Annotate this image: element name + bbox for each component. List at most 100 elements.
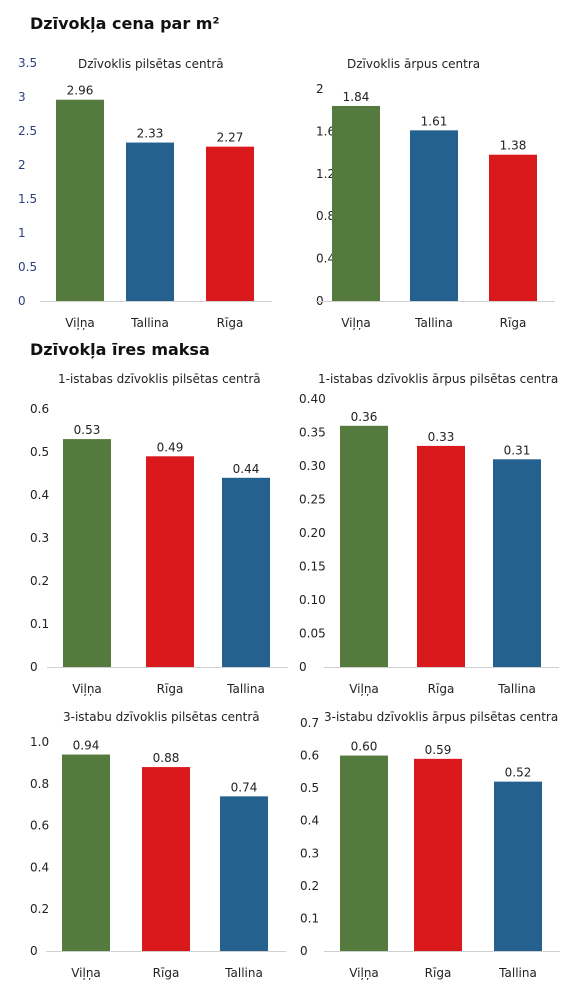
value-label: 0.74 (231, 780, 258, 794)
chart-title: 1-istabas dzīvoklis ārpus pilsētas centr… (318, 372, 559, 386)
y-tick-label: 0.1 (300, 911, 319, 925)
bar-tallina (126, 142, 174, 301)
y-tick-label: 0.30 (299, 459, 326, 473)
y-tick-label: 2 (316, 82, 324, 96)
y-tick-label: 0 (299, 660, 307, 674)
bar-rga (414, 758, 462, 951)
y-tick-label: 0.5 (18, 260, 37, 274)
chart-price-city-centre: Dzīvoklis pilsētas centrā 0 0.5 1 1.5 2 2.5 3 3… (0, 0, 272, 330)
category-label: Rīga (217, 316, 244, 330)
category-label: Viļņa (349, 682, 379, 696)
y-tick-label: 3.5 (18, 56, 37, 70)
value-label: 0.36 (351, 410, 378, 424)
bar-rga (142, 767, 190, 951)
category-label: Viļņa (341, 316, 371, 330)
y-tick-label: 0.6 (30, 819, 49, 833)
y-tick-label: 0.2 (30, 574, 49, 588)
bar-tallina (493, 459, 541, 667)
y-tick-label: 0.5 (300, 781, 319, 795)
bar-tallina (410, 130, 458, 301)
y-tick-label: 0.4 (30, 488, 49, 502)
bar-rga (146, 456, 194, 667)
y-tick-label: 0.7 (300, 716, 319, 730)
y-tick-label: 3 (18, 90, 26, 104)
bar-via (56, 99, 104, 301)
y-tick-label: 0.25 (299, 493, 326, 507)
category-label: Viļņa (71, 966, 101, 980)
category-label: Rīga (425, 966, 452, 980)
y-tick-label: 0.40 (299, 392, 326, 406)
y-tick-label: 0 (30, 944, 38, 958)
value-label: 0.31 (504, 443, 531, 457)
rent-section-title: Dzīvokļa īres maksa (30, 340, 210, 359)
y-tick-label: 0.6 (300, 749, 319, 763)
value-label: 1.84 (343, 90, 370, 104)
y-tick-label: 0.5 (30, 445, 49, 459)
chart-svg: 0 0.05 0.10 0.15 0.20 0.25 0.30 0.35 0.40 0.36 Viļ… (299, 392, 559, 696)
bar-via (332, 105, 380, 302)
value-label: 1.38 (500, 139, 527, 153)
category-label: Tallina (498, 966, 537, 980)
category-label: Viļņa (72, 682, 102, 696)
chart-rent-1room-centre: 1-istabas dzīvoklis pilsētas centrā 0 0.1… (0, 360, 288, 705)
y-tick-label: 0.15 (299, 560, 326, 574)
value-label: 0.53 (74, 423, 101, 437)
y-tick-label: 0.35 (299, 426, 326, 440)
y-tick-label: 1.0 (30, 735, 49, 749)
category-label: Rīga (153, 966, 180, 980)
value-label: 0.60 (351, 740, 378, 754)
category-label: Rīga (500, 316, 527, 330)
y-tick-label: 1.5 (18, 192, 37, 206)
y-tick-label: 0 (18, 294, 26, 308)
y-tick-label: 0.8 (316, 209, 335, 223)
value-label: 2.27 (217, 131, 244, 145)
y-tick-label: 0.4 (30, 860, 49, 874)
y-tick-label: 0.8 (30, 777, 49, 791)
category-label: Tallina (130, 316, 169, 330)
value-label: 0.88 (153, 751, 180, 765)
chart-svg: 00.40.81.21.621.84Viļņa1.61Tallina1.38Rī… (316, 82, 555, 330)
value-label: 0.33 (428, 430, 455, 444)
chart-price-outside-centre: Dzīvoklis ārpus centra 00.40.81.21.621.8… (286, 0, 573, 330)
value-label: 1.61 (421, 114, 448, 128)
chart-title: 3-istabu dzīvoklis pilsētas centrā (63, 710, 260, 724)
value-label: 2.96 (67, 84, 94, 98)
y-tick-label: 0 (30, 660, 38, 674)
chart-rent-3room-outside: 3-istabu dzīvoklis ārpus pilsētas centra… (286, 700, 573, 991)
price-section-title: Dzīvokļa cena par m² (30, 14, 220, 33)
category-label: Viļņa (65, 316, 95, 330)
bar-tallina (222, 477, 270, 667)
chart-title: Dzīvoklis pilsētas centrā (78, 57, 224, 71)
chart-svg: 0 0.1 0.2 0.3 0.4 0.5 0.6 0.53 Viļņa 0.49 Rīga 0.44… (30, 402, 288, 696)
chart-title: 3-istabu dzīvoklis ārpus pilsētas centra (324, 710, 559, 724)
y-tick-label: 1.6 (316, 124, 335, 138)
y-tick-label: 0.3 (30, 531, 49, 545)
y-tick-label: 0.2 (30, 902, 49, 916)
value-label: 0.44 (233, 462, 260, 476)
value-label: 0.52 (505, 766, 532, 780)
y-tick-label: 0.20 (299, 526, 326, 540)
y-tick-label: 0.4 (316, 252, 335, 266)
y-tick-label: 0 (300, 944, 308, 958)
y-tick-label: 0.2 (300, 879, 319, 893)
bar-via (340, 425, 388, 667)
chart-svg: 0 0.1 0.2 0.3 0.4 0.5 0.6 0.7 0.60 Viļņa 0.59 Rīga 0… (300, 716, 560, 980)
value-label: 0.49 (157, 440, 184, 454)
y-tick-label: 1 (18, 226, 26, 240)
y-tick-label: 0.1 (30, 617, 49, 631)
category-label: Tallina (224, 966, 263, 980)
chart-title: Dzīvoklis ārpus centra (347, 57, 481, 71)
category-label: Tallina (497, 682, 536, 696)
y-tick-label: 0.4 (300, 814, 319, 828)
chart-svg: 0 0.5 1 1.5 2 2.5 3 3.5 2.96 Viļņa 2.33 Tallina 2.27… (18, 56, 272, 330)
bar-rga (206, 146, 254, 301)
value-label: 0.59 (425, 743, 452, 757)
y-tick-label: 0.3 (300, 846, 319, 860)
category-label: Tallina (226, 682, 265, 696)
chart-title: 1-istabas dzīvoklis pilsētas centrā (58, 372, 261, 386)
bar-rga (489, 154, 537, 301)
bar-tallina (220, 796, 268, 951)
category-label: Rīga (157, 682, 184, 696)
chart-rent-1room-outside: 1-istabas dzīvoklis ārpus pilsētas centr… (286, 360, 573, 705)
category-label: Viļņa (349, 966, 379, 980)
